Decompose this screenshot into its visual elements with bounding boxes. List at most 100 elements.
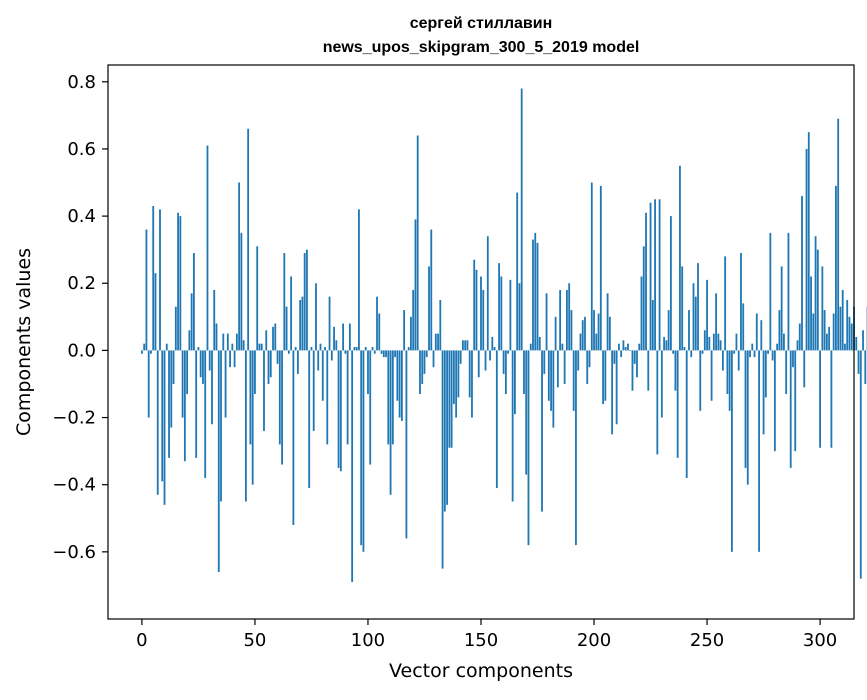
- y-tick-label: 0.8: [67, 72, 96, 93]
- bar: [684, 347, 686, 350]
- bar: [365, 347, 367, 350]
- bar: [523, 350, 525, 394]
- bar: [229, 350, 231, 367]
- bar: [799, 324, 801, 351]
- bar: [292, 350, 294, 525]
- bar: [326, 350, 328, 444]
- bar: [270, 350, 272, 377]
- bar: [616, 350, 618, 424]
- bar: [419, 350, 421, 394]
- bar: [557, 350, 559, 387]
- bar: [713, 334, 715, 351]
- bar: [439, 300, 441, 350]
- bar: [803, 350, 805, 387]
- bar: [792, 350, 794, 367]
- bar: [442, 350, 444, 568]
- bar: [444, 350, 446, 511]
- bar: [625, 347, 627, 350]
- bar: [855, 337, 857, 350]
- bar: [539, 337, 541, 350]
- bar: [193, 253, 195, 350]
- bar: [697, 263, 699, 350]
- bar: [155, 273, 157, 350]
- bar: [261, 344, 263, 351]
- bar: [467, 340, 469, 350]
- bar: [198, 347, 200, 350]
- bar: [611, 350, 613, 434]
- bar: [376, 297, 378, 351]
- bar: [577, 350, 579, 370]
- bar: [263, 350, 265, 431]
- bar: [220, 350, 222, 501]
- bar: [288, 350, 290, 353]
- bar: [555, 317, 557, 351]
- bar: [406, 350, 408, 538]
- bar: [152, 206, 154, 350]
- bar: [505, 350, 507, 394]
- bar: [747, 350, 749, 484]
- y-tick-label: −0.2: [52, 408, 96, 429]
- bar: [313, 350, 315, 431]
- bar: [222, 334, 224, 351]
- bar: [453, 350, 455, 404]
- bar: [290, 277, 292, 351]
- bar: [496, 350, 498, 488]
- bar: [250, 350, 252, 444]
- bar: [668, 310, 670, 350]
- bar: [819, 350, 821, 447]
- y-tick-label: −0.6: [52, 542, 96, 563]
- bar: [595, 334, 597, 351]
- x-axis-label: Vector components: [389, 660, 573, 682]
- x-tick-label: 150: [464, 630, 498, 651]
- bar: [812, 313, 814, 350]
- bar: [634, 350, 636, 363]
- bar: [191, 293, 193, 350]
- bar: [665, 340, 667, 350]
- bar: [225, 350, 227, 417]
- y-tick-label: −0.4: [52, 475, 96, 496]
- bar: [711, 350, 713, 400]
- bar: [591, 183, 593, 351]
- bar: [177, 213, 179, 351]
- y-tick-label: 0.4: [67, 206, 96, 227]
- bar: [485, 350, 487, 370]
- bar: [568, 283, 570, 350]
- bar: [437, 334, 439, 351]
- bar: [281, 350, 283, 464]
- bar: [446, 350, 448, 504]
- bar: [182, 350, 184, 417]
- bar: [672, 350, 674, 353]
- bar: [302, 297, 304, 351]
- bar: [460, 350, 462, 363]
- bar: [394, 350, 396, 357]
- bar: [754, 350, 756, 357]
- bar: [195, 350, 197, 457]
- bar: [837, 119, 839, 351]
- bar: [421, 350, 423, 384]
- bar: [317, 350, 319, 370]
- bar: [243, 340, 245, 350]
- bar: [772, 350, 774, 360]
- bar: [146, 230, 148, 351]
- bar: [426, 350, 428, 357]
- bar: [717, 334, 719, 351]
- bar: [677, 350, 679, 457]
- bar: [424, 350, 426, 374]
- bar: [598, 313, 600, 350]
- bar: [686, 350, 688, 478]
- bar: [383, 350, 385, 357]
- bar: [164, 350, 166, 504]
- bar: [810, 277, 812, 351]
- bar: [286, 307, 288, 351]
- bar: [769, 233, 771, 351]
- bar: [435, 334, 437, 351]
- bar: [840, 307, 842, 351]
- bar: [720, 340, 722, 350]
- bar: [779, 310, 781, 350]
- bar: [826, 334, 828, 351]
- bar: [390, 350, 392, 494]
- bar: [532, 240, 534, 351]
- bar: [774, 350, 776, 451]
